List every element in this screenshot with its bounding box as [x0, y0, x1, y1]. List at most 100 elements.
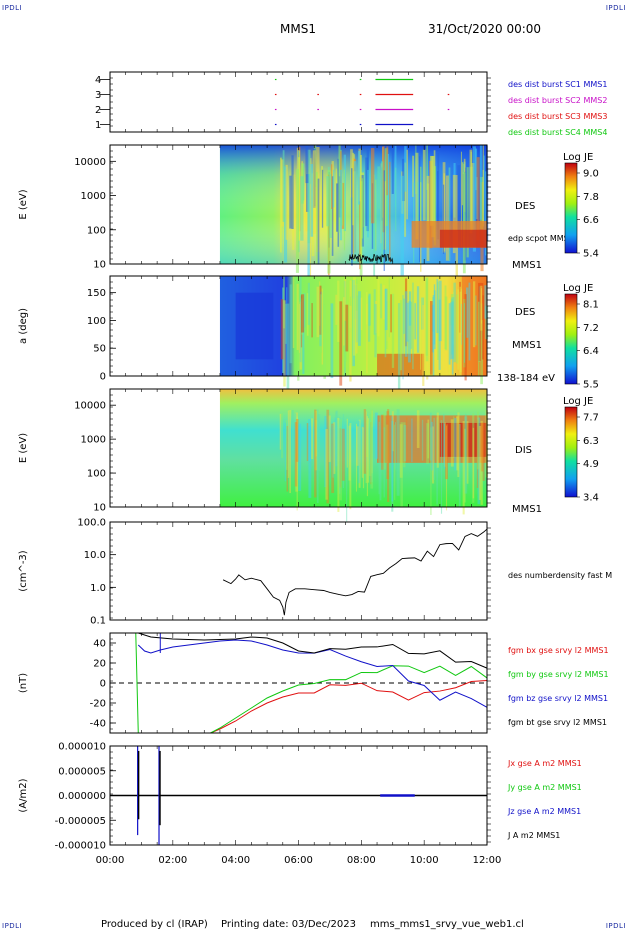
- dis-energy-streak: [416, 410, 420, 448]
- des-energy-streak: [485, 171, 487, 256]
- des-energy-streak: [391, 147, 394, 194]
- des-energy-streak: [352, 152, 355, 226]
- des-energy-streak: [295, 169, 300, 273]
- des-pitch-spacecraft-label: MMS1: [512, 340, 542, 351]
- des-pitch-streak: [330, 303, 334, 379]
- dis-energy-streak: [361, 426, 364, 478]
- dis-energy-ytick-label: 10000: [74, 401, 106, 412]
- des-energy-streak: [387, 153, 390, 253]
- availability-legend-label: des dist burst SC4 MMS4: [508, 128, 607, 137]
- current-ytick-label: 0.000010: [58, 742, 106, 753]
- bfield-legend-label: fgm bz gse srvy l2 MMS1: [508, 694, 608, 703]
- des-energy-streak: [370, 148, 375, 224]
- bfield-ytick-label: 0: [100, 679, 106, 690]
- dis-energy-streak: [450, 419, 454, 467]
- dis-energy-streak: [464, 428, 466, 503]
- dis-energy-streak: [295, 413, 297, 454]
- des-pitch-streak: [480, 285, 483, 331]
- dis-energy-streak: [403, 425, 407, 462]
- dis-energy-streak: [378, 421, 380, 495]
- des-energy-streak: [359, 176, 361, 270]
- density-series-line: [222, 528, 488, 616]
- dis-energy-streak: [383, 412, 386, 470]
- dis-energy-streak: [314, 409, 317, 498]
- des-pitch-streak: [323, 304, 326, 379]
- dis-energy-streak: [291, 410, 294, 460]
- dis-energy-streak: [431, 426, 435, 484]
- des-pitch-streak: [320, 294, 323, 353]
- dis-energy-streak: [472, 413, 475, 503]
- des-pitch-streak: [292, 276, 295, 349]
- des-pitch-streak: [463, 303, 465, 363]
- des-energy-streak: [415, 152, 419, 240]
- bfield-legend-label: fgm by gse srvy l2 MMS1: [508, 670, 609, 679]
- dis-energy-streak: [406, 417, 408, 463]
- des-pitch-streak: [484, 285, 488, 319]
- colorbar-tick-label: 7.8: [583, 192, 599, 203]
- dis-energy-streak: [349, 423, 352, 510]
- dis-energy-ylabel: E (eV): [18, 433, 29, 463]
- des-energy-streak: [300, 176, 304, 241]
- footer-script-name: mms_mms1_srvy_vue_web1.cl: [370, 919, 524, 930]
- dis-energy-streak: [342, 414, 345, 489]
- colorbar-tick-label: 9.0: [583, 169, 599, 180]
- dis-energy-streak: [391, 411, 394, 452]
- dis-energy-colorbar-title: Log JE: [563, 396, 593, 407]
- density-ytick-label: 1.0: [90, 583, 106, 594]
- dis-energy-streak: [462, 421, 465, 515]
- des-pitch-streak: [382, 285, 385, 320]
- des-energy-streak: [310, 164, 314, 237]
- des-energy-streak: [332, 169, 335, 208]
- current-legend-label: Jy gse A m2 MMS1: [507, 783, 582, 792]
- dis-energy-ytick-label: 10: [93, 503, 106, 514]
- des-pitch-streak: [412, 282, 414, 370]
- dis-energy-streak: [366, 416, 369, 497]
- dis-energy-streak: [284, 422, 286, 482]
- des-energy-streak: [429, 155, 434, 226]
- des-energy-streak: [375, 179, 377, 251]
- dis-energy-streak: [358, 420, 360, 484]
- des-pitch-streak: [399, 300, 402, 371]
- dis-energy-streak: [430, 421, 433, 471]
- des-pitch-streak: [355, 279, 358, 311]
- des-energy-streak: [461, 162, 464, 206]
- des-energy-streak: [380, 161, 384, 265]
- current-ytick-label: -0.000005: [55, 816, 106, 827]
- des-pitch-streak: [403, 298, 406, 334]
- dis-energy-ytick-label: 100: [87, 469, 106, 480]
- availability-ytick-label: 2: [95, 105, 101, 116]
- time-axis-tick-label: 00:00: [96, 855, 125, 866]
- dis-energy-streak: [371, 410, 373, 474]
- colorbar-tick-label: 4.9: [583, 459, 599, 470]
- dis-energy-streak: [316, 409, 319, 503]
- des-pitch-streak: [402, 295, 404, 380]
- dis-energy-streak: [308, 419, 311, 462]
- dis-energy-streak: [465, 413, 467, 484]
- des-energy-streak: [472, 146, 476, 252]
- dis-energy-streak: [443, 413, 445, 465]
- corner-mark-tl: IPDLI: [2, 4, 23, 12]
- dis-energy-hot-core: [439, 422, 487, 457]
- des-pitch-streak: [366, 303, 368, 374]
- des-pitch-energy-range: 138-184 eV: [497, 373, 555, 384]
- current-ylabel: (A/m2): [18, 778, 29, 812]
- current-legend-label: J A m2 MMS1: [507, 831, 560, 840]
- footer-produced-by: Produced by cl (IRAP): [101, 919, 208, 930]
- dis-energy-streak: [480, 420, 483, 505]
- des-pitch-streak: [353, 277, 356, 356]
- des-energy-streak: [307, 149, 311, 244]
- dis-energy-streak: [433, 417, 435, 480]
- dis-energy-ytick-label: 1000: [81, 435, 106, 446]
- dis-energy-streak: [355, 423, 358, 492]
- des-pitch-streak: [436, 278, 439, 334]
- des-pitch-streak: [472, 281, 476, 348]
- dis-energy-streak: [478, 425, 482, 500]
- dis-energy-streak: [324, 415, 327, 488]
- dis-energy-streak: [421, 419, 424, 461]
- des-pitch-streak: [466, 287, 469, 338]
- des-pitch-streak: [453, 282, 456, 363]
- des-energy-streak: [452, 174, 456, 254]
- dis-energy-streak: [466, 421, 469, 484]
- des-pitch-streak: [384, 288, 388, 331]
- dis-energy-streak: [426, 423, 429, 464]
